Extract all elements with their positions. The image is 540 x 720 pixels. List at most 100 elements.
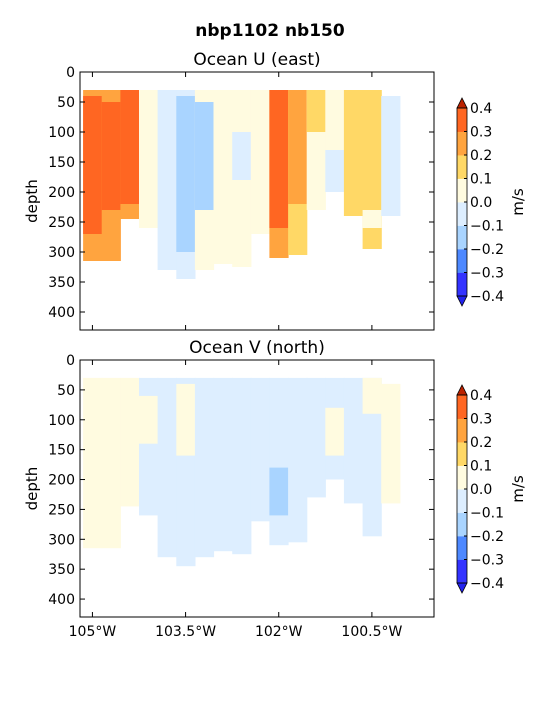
colorbar-swatch (457, 202, 467, 226)
data-cell (306, 90, 326, 132)
y-tick-label: 100 (48, 413, 75, 429)
data-cell (343, 377, 364, 504)
colorbar: −0.4 −0.3 −0.2 −0.1 0.0 0.1 0.2 0.3 0.4 m/s (456, 97, 527, 307)
data-cell (362, 90, 382, 249)
x-tick-label: 105°W (69, 624, 117, 640)
colorbar-tick-label: 0.1 (470, 172, 492, 188)
data-cell (213, 90, 233, 264)
colorbar-tick-label: −0.1 (470, 219, 504, 235)
colorbar-tick-label: −0.2 (470, 242, 504, 258)
y-axis-label: depth (23, 179, 41, 223)
data-cell (101, 102, 121, 210)
panel-2: Ocean V (north) 0 50 100 150 200 250 300 350 400 d… (23, 338, 527, 640)
colorbar-swatch (457, 225, 467, 250)
data-cell (362, 377, 382, 537)
data-cell (139, 395, 159, 444)
data-cell (325, 150, 345, 192)
y-tick-label: 350 (48, 275, 75, 291)
colorbar-tick-label: 0.2 (470, 148, 492, 164)
colorbar-tick-label: 0.3 (470, 125, 492, 141)
data-cell (381, 96, 401, 216)
data-cell (194, 377, 215, 558)
data-cell (269, 377, 289, 546)
colorbar-extend-min (456, 582, 468, 594)
data-cell (250, 377, 270, 522)
data-cell (362, 210, 382, 228)
data-cell (157, 90, 177, 270)
data-cell (83, 96, 103, 234)
data-cell (381, 383, 401, 504)
colorbar-extend-min (456, 295, 468, 307)
figure-title: nbp1102 nb150 (195, 21, 345, 41)
colorbar-swatch (457, 155, 467, 179)
colorbar-tick-label: −0.4 (470, 289, 504, 305)
colorbar: −0.4 −0.3 −0.2 −0.1 0.0 0.1 0.2 0.3 0.4 m/s (456, 384, 527, 594)
data-field (83, 90, 401, 279)
colorbar-swatch (457, 395, 467, 419)
colorbar-tick-label: 0.2 (470, 435, 492, 451)
panel-title: Ocean V (north) (189, 338, 325, 358)
data-cell (362, 377, 382, 414)
data-cell (306, 377, 326, 498)
y-tick-label: 400 (48, 305, 75, 321)
y-tick-label: 250 (48, 215, 75, 231)
colorbar-extend-max (456, 384, 468, 396)
plot-frame (79, 71, 435, 331)
data-cell (213, 377, 233, 552)
y-axis-label: depth (23, 467, 41, 511)
data-cell (120, 377, 140, 507)
y-tick-label: 350 (48, 562, 75, 578)
colorbar-tick-label: −0.4 (470, 576, 504, 592)
colorbar-swatch (457, 489, 467, 513)
panel-title: Ocean U (east) (193, 50, 320, 70)
colorbar-tick-label: −0.3 (470, 553, 504, 569)
data-cell (343, 90, 364, 216)
y-tick-label: 0 (66, 353, 75, 369)
y-tick-label: 300 (48, 245, 75, 261)
data-field (83, 377, 401, 567)
y-tick-label: 100 (48, 125, 75, 141)
colorbar-swatch (457, 108, 467, 132)
data-cell (176, 96, 196, 252)
colorbar-swatch (457, 559, 467, 584)
data-cell (250, 90, 270, 234)
colorbar-tick-label: −0.3 (470, 266, 504, 282)
y-tick-label: 200 (48, 473, 75, 489)
colorbar-tick-label: 0.3 (470, 412, 492, 428)
panel-1: Ocean U (east) 0 50 100 150 200 250 300 350 400 de… (23, 50, 527, 331)
colorbar-swatch (457, 536, 467, 560)
colorbar-extend-max (456, 97, 468, 109)
x-tick-label: 102°W (255, 624, 303, 640)
colorbar-label: m/s (509, 188, 527, 216)
colorbar-tick-label: 0.4 (470, 101, 492, 117)
y-tick-label: 50 (57, 383, 75, 399)
data-cell (176, 383, 196, 456)
y-tick-label: 150 (48, 443, 75, 459)
data-cell (120, 90, 140, 204)
data-cell (325, 407, 345, 456)
y-tick-label: 50 (57, 95, 75, 111)
data-cell (101, 377, 121, 549)
colorbar-swatch (457, 465, 467, 490)
data-cell (194, 102, 215, 210)
data-cell (83, 377, 103, 549)
data-cell (269, 90, 289, 228)
colorbar-tick-label: −0.1 (470, 506, 504, 522)
colorbar-swatch (457, 418, 467, 443)
colorbar-tick-label: −0.2 (470, 529, 504, 545)
x-tick-label: 103.5°W (155, 624, 216, 640)
y-tick-label: 0 (66, 65, 75, 81)
data-cell (232, 132, 252, 180)
data-cell (232, 377, 252, 555)
colorbar-tick-label: 0.4 (470, 388, 492, 404)
colorbar-tick-label: 0.0 (470, 482, 492, 498)
y-tick-label: 200 (48, 185, 75, 201)
y-tick-label: 250 (48, 502, 75, 518)
colorbar-swatch (457, 272, 467, 297)
colorbar-swatch (457, 178, 467, 203)
y-tick-label: 300 (48, 532, 75, 548)
plot-frame (79, 359, 435, 618)
colorbar-swatch (457, 249, 467, 273)
data-cell (157, 377, 177, 558)
